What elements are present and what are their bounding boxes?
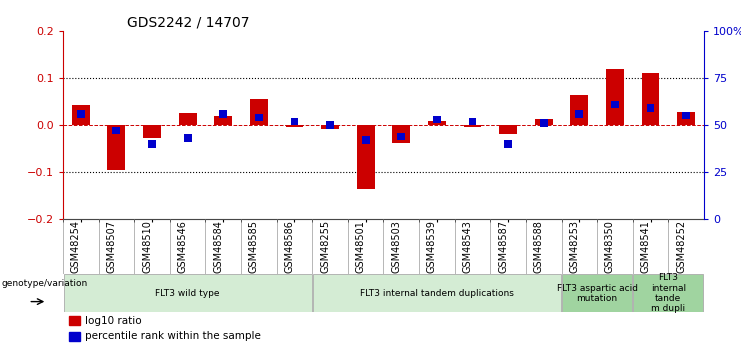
Text: GSM48587: GSM48587 bbox=[498, 220, 508, 273]
Text: percentile rank within the sample: percentile rank within the sample bbox=[85, 332, 262, 342]
Text: FLT3 aspartic acid
mutation: FLT3 aspartic acid mutation bbox=[556, 284, 637, 303]
Text: FLT3
internal
tande
m dupli: FLT3 internal tande m dupli bbox=[651, 273, 686, 313]
Text: GSM48253: GSM48253 bbox=[569, 220, 579, 273]
Bar bbox=[290, 118, 299, 125]
Bar bbox=[179, 113, 196, 125]
Text: GSM48254: GSM48254 bbox=[71, 220, 81, 273]
Text: GSM48585: GSM48585 bbox=[249, 220, 259, 273]
Bar bbox=[428, 121, 446, 125]
Bar bbox=[362, 136, 370, 144]
Bar bbox=[677, 112, 695, 125]
Bar bbox=[535, 119, 553, 125]
Bar bbox=[571, 95, 588, 125]
Bar bbox=[464, 125, 482, 127]
Bar bbox=[326, 121, 334, 129]
Bar bbox=[682, 112, 690, 119]
Text: GSM48503: GSM48503 bbox=[391, 220, 402, 273]
Text: GDS2242 / 14707: GDS2242 / 14707 bbox=[127, 16, 250, 30]
Text: GSM48501: GSM48501 bbox=[356, 220, 365, 273]
Bar bbox=[70, 316, 79, 325]
Bar bbox=[250, 99, 268, 125]
Bar bbox=[642, 73, 659, 125]
Bar bbox=[214, 116, 232, 125]
Bar bbox=[356, 125, 374, 188]
Text: GSM48543: GSM48543 bbox=[462, 220, 473, 273]
Bar bbox=[143, 125, 161, 138]
Text: FLT3 wild type: FLT3 wild type bbox=[156, 289, 220, 298]
Text: GSM48510: GSM48510 bbox=[142, 220, 152, 273]
Text: GSM48539: GSM48539 bbox=[427, 220, 437, 273]
Bar bbox=[606, 69, 624, 125]
Text: GSM48586: GSM48586 bbox=[285, 220, 294, 273]
Text: GSM48588: GSM48588 bbox=[534, 220, 544, 273]
Bar bbox=[64, 274, 311, 312]
Bar bbox=[285, 125, 303, 127]
Bar bbox=[393, 125, 411, 143]
Bar bbox=[148, 140, 156, 148]
Text: GSM48584: GSM48584 bbox=[213, 220, 223, 273]
Bar bbox=[576, 110, 583, 118]
Text: log10 ratio: log10 ratio bbox=[85, 316, 142, 326]
Text: GSM48252: GSM48252 bbox=[676, 220, 686, 273]
Bar bbox=[433, 116, 441, 123]
Text: FLT3 internal tandem duplications: FLT3 internal tandem duplications bbox=[360, 289, 514, 298]
Bar bbox=[313, 274, 561, 312]
Text: GSM48255: GSM48255 bbox=[320, 220, 330, 273]
Bar bbox=[397, 132, 405, 140]
Bar bbox=[321, 125, 339, 129]
Bar bbox=[468, 118, 476, 125]
Bar bbox=[647, 105, 654, 112]
Bar bbox=[255, 114, 263, 121]
Bar bbox=[634, 274, 703, 312]
Bar bbox=[562, 274, 632, 312]
Bar bbox=[70, 332, 79, 341]
Bar bbox=[184, 135, 191, 142]
Bar bbox=[219, 110, 227, 118]
Bar bbox=[113, 127, 120, 135]
Bar bbox=[504, 140, 512, 148]
Text: GSM48541: GSM48541 bbox=[640, 220, 651, 273]
Text: GSM48507: GSM48507 bbox=[107, 220, 116, 273]
Bar bbox=[77, 110, 84, 118]
Bar bbox=[72, 105, 90, 125]
Bar bbox=[499, 125, 517, 134]
Bar bbox=[539, 119, 548, 127]
Text: GSM48350: GSM48350 bbox=[605, 220, 615, 273]
Bar bbox=[611, 101, 619, 108]
Bar bbox=[107, 125, 125, 170]
Text: GSM48546: GSM48546 bbox=[178, 220, 187, 273]
Text: genotype/variation: genotype/variation bbox=[1, 279, 87, 288]
